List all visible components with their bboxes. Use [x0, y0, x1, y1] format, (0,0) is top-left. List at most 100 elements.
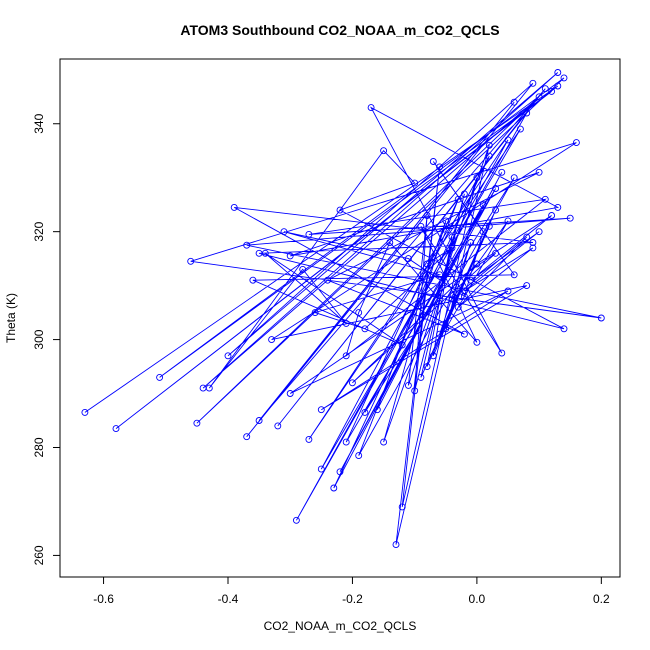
data-point [348, 379, 356, 387]
data-point [504, 287, 512, 295]
data-point [317, 465, 325, 473]
data-point [292, 516, 300, 524]
y-axis: 260 280 300 320 340 [32, 113, 60, 565]
data-point [255, 417, 263, 424]
data-point [411, 387, 419, 395]
data-point [442, 325, 450, 333]
x-tick-label: 0.2 [593, 592, 610, 606]
data-point [355, 452, 363, 460]
data-point [429, 352, 437, 360]
data-point [442, 217, 450, 225]
x-tick-label: -0.6 [93, 592, 114, 606]
data-point [523, 233, 531, 241]
data-point [398, 503, 406, 511]
plot-frame [59, 58, 621, 578]
data-point [330, 484, 338, 492]
data-point [230, 203, 238, 211]
data-point [380, 438, 388, 446]
data-point [243, 241, 251, 249]
x-tick-label: -0.2 [342, 592, 363, 606]
data-point [529, 79, 537, 87]
data-point [274, 422, 282, 430]
data-point [417, 222, 425, 230]
data-point [355, 309, 363, 317]
data-point [535, 168, 543, 176]
data-point [361, 408, 369, 416]
data-point [156, 373, 164, 381]
series-group [81, 69, 605, 549]
data-point [492, 249, 500, 257]
x-tick-label: 0.0 [469, 592, 486, 606]
data-point [311, 309, 319, 317]
data-point [479, 201, 487, 209]
data-point [193, 419, 201, 427]
data-point [516, 125, 524, 133]
data-point [554, 203, 562, 211]
data-point [112, 425, 120, 433]
data-point [548, 87, 556, 95]
data-point [535, 228, 543, 236]
y-axis-label: Theta (K) [4, 293, 18, 343]
data-point [510, 98, 518, 106]
data-point [417, 373, 425, 381]
data-point [535, 93, 543, 101]
data-point [560, 325, 568, 333]
data-point [460, 190, 468, 198]
x-axis: -0.6 -0.4 -0.2 0.0 0.2 [93, 577, 610, 606]
data-point [485, 152, 493, 160]
data-point [510, 174, 518, 182]
data-point [423, 212, 431, 219]
data-point [572, 139, 580, 147]
data-point [467, 276, 475, 284]
data-point [224, 352, 232, 360]
data-point [380, 147, 388, 155]
data-point [317, 406, 325, 414]
data-point [342, 438, 350, 446]
data-point [566, 214, 574, 222]
data-point [454, 303, 462, 311]
data-point [386, 239, 394, 246]
data-point [479, 228, 487, 236]
data-point [485, 141, 493, 149]
data-point [81, 408, 89, 416]
data-point [448, 244, 456, 252]
data-point [286, 252, 294, 260]
data-point [548, 212, 556, 219]
data-point [324, 276, 332, 284]
data-point [504, 136, 512, 144]
data-point [436, 163, 444, 171]
data-point [286, 390, 294, 397]
data-point [492, 185, 500, 192]
data-point [404, 381, 412, 389]
data-point [336, 206, 344, 214]
data-point [473, 338, 481, 346]
x-tick-label: -0.4 [218, 592, 239, 606]
data-point [448, 233, 456, 241]
data-point [280, 228, 288, 236]
data-point [523, 282, 531, 290]
data-point [367, 104, 375, 112]
data-point [361, 325, 369, 333]
data-point [485, 222, 493, 230]
data-point [392, 541, 400, 549]
data-point [305, 435, 313, 443]
data-point [261, 249, 269, 257]
data-point [492, 206, 500, 214]
data-point [460, 287, 468, 295]
data-point [243, 433, 251, 441]
y-tick-label: 260 [32, 545, 46, 565]
data-point [554, 69, 562, 76]
data-point [454, 195, 462, 203]
data-point [411, 179, 419, 187]
data-point [597, 314, 605, 322]
data-point [268, 336, 276, 344]
y-tick-label: 340 [32, 113, 46, 133]
data-point [429, 158, 437, 165]
data-point [299, 265, 307, 273]
data-point [473, 174, 481, 182]
data-point [510, 271, 518, 279]
data-point [398, 341, 406, 349]
data-point [460, 330, 468, 338]
data-point [436, 330, 444, 338]
